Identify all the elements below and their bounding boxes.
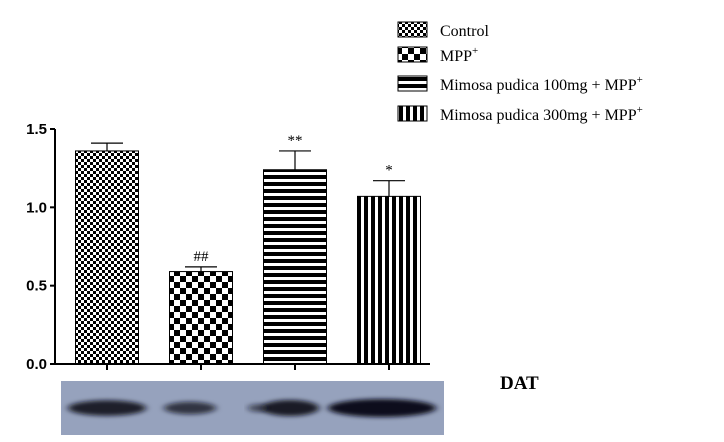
- significance-label: ##: [194, 249, 210, 265]
- bar: [75, 150, 139, 365]
- blot-band: [164, 401, 216, 415]
- blot-band: [68, 400, 146, 416]
- y-axis: 0.0 0.5 1.0 1.5: [26, 121, 430, 373]
- significance-label: **: [288, 133, 303, 149]
- blot-band: [328, 399, 436, 417]
- legend-label: Control: [440, 23, 489, 40]
- y-tick-label: 1.5: [26, 121, 47, 138]
- legend-label: Mimosa pudica 300mg + MPP+: [440, 104, 643, 124]
- chart-legend: Control MPP+ Mimosa pudica 100mg + MPP+ Mim…: [397, 21, 643, 124]
- significance-label: *: [385, 163, 393, 179]
- bars-group: ##***: [75, 133, 421, 365]
- legend-swatch: [397, 46, 428, 63]
- blot-band-faint: [248, 404, 268, 412]
- legend-swatch: [397, 21, 428, 38]
- y-tick-label: 1.0: [26, 199, 47, 216]
- bar: [169, 271, 233, 365]
- legend-label: MPP+: [440, 45, 478, 65]
- y-tick-label: 0.0: [26, 356, 47, 373]
- blot-band: [261, 400, 319, 416]
- western-blot-image: [61, 381, 444, 435]
- legend-swatch: [397, 105, 428, 122]
- bar: [263, 169, 327, 365]
- legend-label: Mimosa pudica 100mg + MPP+: [440, 74, 643, 94]
- legend-swatch: [397, 75, 428, 92]
- y-tick-label: 0.5: [26, 278, 47, 295]
- bar: [357, 195, 421, 365]
- blot-label: DAT: [500, 373, 539, 394]
